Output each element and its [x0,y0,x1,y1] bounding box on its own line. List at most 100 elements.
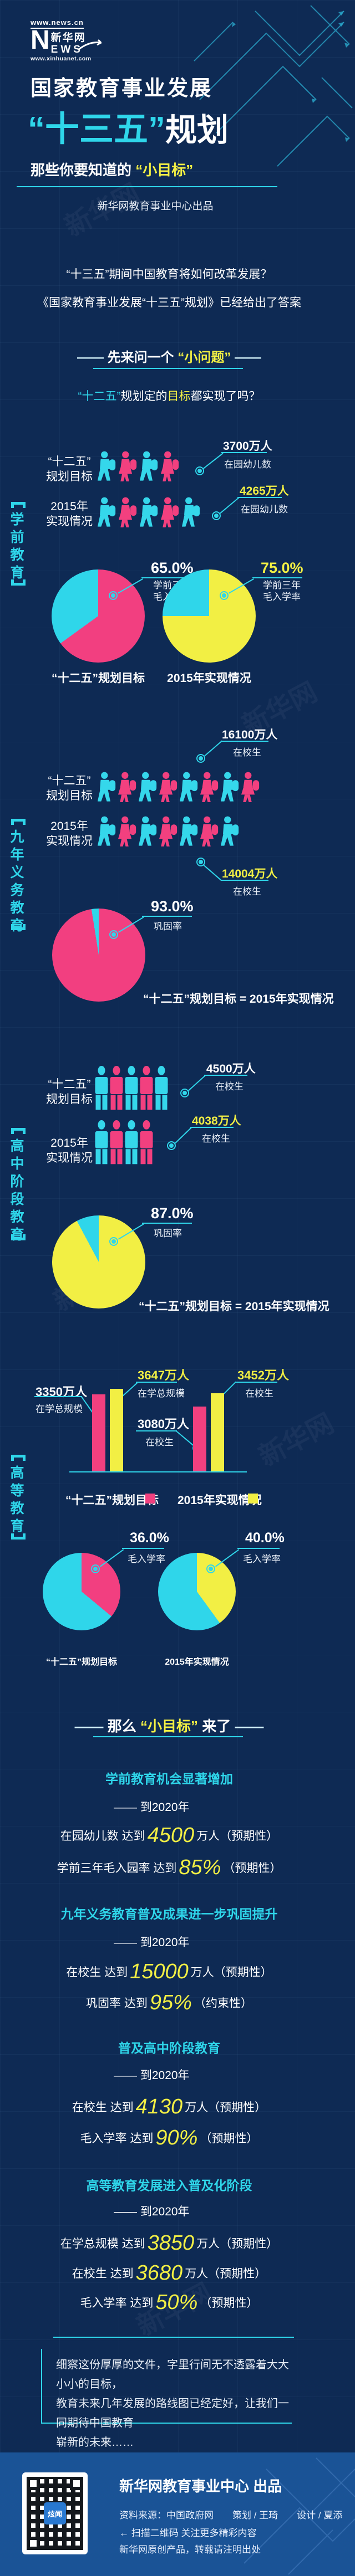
goal-item: 毛入学率 达到 90% （预期性） [80,2126,258,2149]
pie-caption-plan: “十二五”规划目标 [45,1658,117,1667]
goals-highlight: “小目标” [140,1718,198,1735]
goal-item: 在校生 达到 3680 万人（预期性） [72,2261,267,2285]
section-bracket-top [11,1455,26,1461]
callout-marker [91,1564,100,1573]
metric-actual-highschool: 在校生 [202,1133,230,1144]
goals-suffix: 来了 [202,1718,231,1735]
value-actual-compulsory: 14004万人 [222,868,278,880]
callout-marker [195,466,204,475]
byline: 新华网教育事业中心出品 [97,201,214,212]
callout-line [141,577,191,578]
person-icon [159,771,179,804]
brand-swoosh-icon [78,39,102,50]
person-icon [124,1066,139,1110]
intro-question-1: “十三五”期间中国教育将如何改革发展？ [66,268,272,281]
section-bracket-bottom [11,1234,26,1240]
callout-line [203,865,222,881]
person-icon [94,1066,109,1110]
goal-number: 3680 [135,2261,183,2285]
pie-caption-plan: “十二五”规划目标 [52,672,145,685]
pct-metric: 巩固率 [154,921,182,932]
value-plan-highschool: 4500万人 [206,1063,256,1075]
brand-logo: www.news.cn N 新华网 EWS www.xinhuanet.com [31,18,102,62]
q-mid: 规划定的 [120,390,168,403]
section-bracket-bottom [11,924,26,930]
legend-actual-swatch [248,1494,258,1503]
callout-line [100,1549,124,1567]
q-highlight: 目标 [167,390,191,403]
brand-name-cn: 新华网 [50,32,86,44]
row-label-actual: 2015年 实现情况 [46,500,93,528]
footer-copyright: 新华网原创产品，转载请注明出处 [119,2544,261,2555]
footer-title: 新华网教育事业中心 出品 [119,2478,282,2495]
person-icon [138,771,158,804]
goal-number: 85% [179,1856,221,1879]
legend-actual-label: 2015年实现情况 [178,1494,262,1507]
goal-item: 在校生 达到 15000 万人（预期性） [66,1960,272,1983]
goal-item: 毛入学率 达到 50% （预期性） [80,2291,258,2314]
goal-title: 高等教育发展进入普及化阶段 [86,2178,252,2193]
bar-metric-3: 在校生 [145,1437,174,1448]
pct-metric: 巩固率 [154,1228,182,1239]
value-plan-preschool: 3700万人 [223,440,272,453]
goal-title: 九年义务教育普及成果进一步巩固提升 [60,1907,278,1921]
callout-line [175,1127,192,1144]
callout-marker [196,754,205,763]
person-icon [118,771,138,804]
person-icon [154,1066,169,1110]
section-bracket-top [11,1128,26,1134]
callout-line [204,740,223,757]
bar-axis-line [69,1471,247,1472]
callout-line [221,741,268,742]
page-title-line2: “十三五”规划 [28,101,229,151]
intro-question-2: 《国家教育事业发展“十三五”规划》已经给出了答案 [37,296,301,309]
pct-highschool: 87.0% [151,1205,194,1222]
pct-compulsory: 93.0% [151,898,194,915]
section-bracket-bottom [11,579,26,586]
bar-value-4: 3452万人 [237,1368,289,1382]
ask-highlight: “小问题” [178,350,231,365]
section-bracket-bottom [11,1533,26,1540]
person-icon [139,450,159,484]
pie-caption-actual: 2015年实现情况 [167,672,251,685]
callout-line [142,1223,192,1224]
divider-line [93,368,243,369]
section-bracket-top [11,819,26,825]
goal-number: 95% [149,1991,192,2014]
pct-metric: 毛入学率 [243,1554,281,1564]
ask-question: “十二五”规划定的目标都实现了吗？ [0,387,338,404]
pie-caption-actual: 2015年实现情况 [165,1658,229,1667]
person-icon [139,1120,154,1164]
person-icon [160,450,180,484]
metric-plan-compulsory: 在校生 [233,747,261,758]
person-icon [109,1066,124,1110]
goal-deadline: —— 到2020年 [114,1801,190,1814]
callout-line [122,1548,164,1549]
value-actual-preschool: 4265万人 [240,485,289,497]
person-icon [118,815,138,849]
person-icon [97,771,117,804]
person-icon [160,496,180,530]
person-icon [179,771,199,804]
goal-item: 巩固率 达到 95% （约束性） [86,1991,252,2014]
brand-url-bottom: www.xinhuanet.com [31,55,92,62]
callout-marker [206,1564,215,1573]
section-label-highschool: 高中阶段教育 [8,1138,24,1245]
person-icon [200,815,220,849]
watermark: 新华网 [254,1408,339,1472]
goals-header: —— 那么 “小目标” 来了 —— [0,1715,338,1736]
brand-url-top: www.news.cn [31,18,84,29]
page-subtitle: 那些你要知道的 “小目标” [31,159,193,179]
callout-line [204,1075,247,1076]
outro-paragraph: 细察这份厚厚的文件，字里行间无不透露着大大小小的目标， 教育未来几年发展的路线图… [56,2359,289,2449]
pie-chart-higher-actual [158,1553,236,1630]
callout-line [142,916,192,917]
person-icon [179,815,199,849]
goal-title: 学前教育机会显著增加 [105,1772,233,1786]
bar-metric-4: 在校生 [245,1388,273,1399]
brand-ews: EWS [50,44,83,55]
callout-line [237,497,282,498]
outro-border-bottom [41,2423,292,2424]
goal-number: 50% [155,2291,198,2314]
